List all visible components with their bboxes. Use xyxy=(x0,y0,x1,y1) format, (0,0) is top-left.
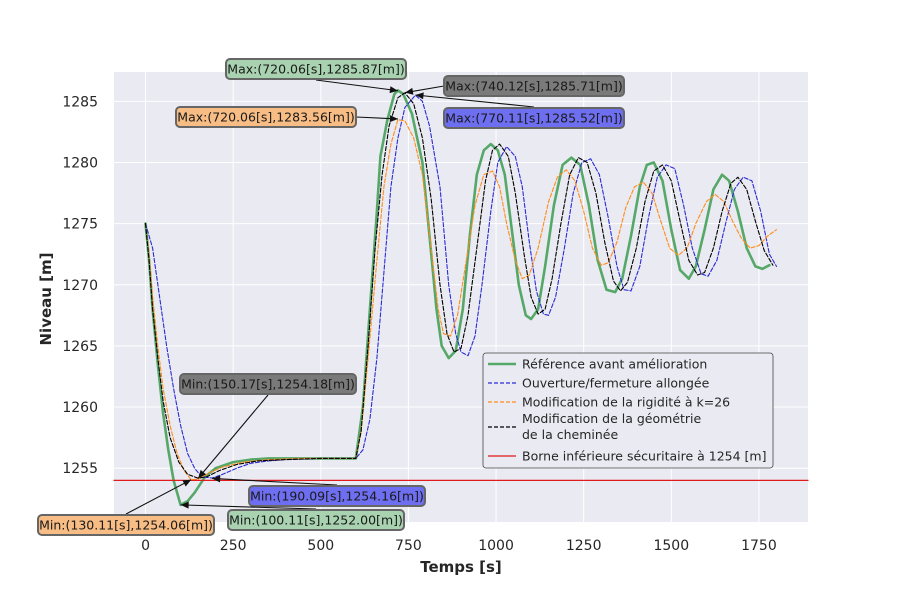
annotation-text: Max:(770.11[s],1285.52[m]) xyxy=(445,111,622,126)
annotation-arrowhead xyxy=(389,115,398,123)
annotation-text: Min:(100.11[s],1252.00[m]) xyxy=(229,513,403,528)
annotation-arrowhead xyxy=(415,92,424,100)
annotation-box xyxy=(179,373,357,395)
annotation-box xyxy=(443,107,625,129)
x-tick-label: 1750 xyxy=(741,538,777,554)
x-tick-label: 1250 xyxy=(566,538,602,554)
annotation-label: Max:(720.06[s],1283.56[m]) xyxy=(175,106,398,128)
legend-label: Référence avant amélioration xyxy=(522,357,707,372)
annotation-arrow xyxy=(212,477,338,486)
annotation-text: Max:(740.12[s],1285.71[m]) xyxy=(445,79,622,94)
annotation-box xyxy=(443,75,625,97)
x-tick-label: 1500 xyxy=(653,538,689,554)
y-tick-label: 1260 xyxy=(62,400,98,416)
x-tick-label: 250 xyxy=(220,538,247,554)
legend-label: de la cheminée xyxy=(522,427,618,442)
y-tick-label: 1270 xyxy=(62,278,98,294)
annotation-arrow xyxy=(197,394,269,479)
annotation-arrowhead xyxy=(180,501,189,509)
y-tick-label: 1265 xyxy=(62,339,98,355)
series-ouverture-line xyxy=(144,94,778,479)
annotations: Max:(720.06[s],1285.87[m]) Max:(740.12[s]… xyxy=(37,58,625,536)
series-lines xyxy=(113,89,809,507)
annotation-arrowhead xyxy=(198,469,207,479)
series-reference-line xyxy=(144,89,771,507)
legend-box xyxy=(482,352,774,469)
legend-label: Borne inférieure sécuritaire à 1254 [m] xyxy=(522,449,767,464)
series-rigidite-line xyxy=(144,119,778,481)
annotation-text: Min:(130.11[s],1254.06[m]) xyxy=(39,518,213,533)
annotation-arrow xyxy=(125,479,192,515)
annotation-arrowhead xyxy=(212,475,221,483)
annotation-label: Max:(720.06[s],1285.87[m]) xyxy=(225,58,407,94)
legend-label: Modification de la rigidité à k=26 xyxy=(522,395,730,410)
y-tick-labels: 1255 1260 1265 1270 1275 1280 1285 xyxy=(62,94,98,477)
x-tick-label: 500 xyxy=(307,538,334,554)
series-geometrie-line xyxy=(144,92,774,479)
x-tick-label: 1000 xyxy=(478,538,514,554)
x-tick-label: 0 xyxy=(141,538,150,554)
annotation-arrow xyxy=(415,94,535,108)
legend-label: Modification de la géométrie xyxy=(522,411,702,426)
annotation-label: Min:(100.11[s],1252.00[m]) xyxy=(180,501,405,531)
annotation-arrow xyxy=(315,79,399,92)
annotation-text: Max:(720.06[s],1285.87[m]) xyxy=(227,62,404,77)
annotation-label: Min:(150.17[s],1254.18[m]) xyxy=(179,373,357,479)
annotation-box xyxy=(37,514,215,536)
annotation-box xyxy=(225,58,407,80)
annotation-arrowhead xyxy=(182,479,192,487)
annotation-box xyxy=(227,509,405,531)
x-tick-labels: 0 250 500 750 1000 1250 1500 1750 xyxy=(141,538,777,554)
annotation-text: Max:(720.06[s],1283.56[m]) xyxy=(177,110,354,125)
legend-label: Ouverture/fermeture allongée xyxy=(522,376,710,391)
annotation-text: Min:(150.17[s],1254.18[m]) xyxy=(181,377,355,392)
annotation-box xyxy=(175,106,357,128)
legend: Référence avant amélioration Ouverture/fe… xyxy=(482,352,774,469)
annotation-arrowhead xyxy=(404,87,414,95)
x-tick-label: 750 xyxy=(395,538,422,554)
annotation-text: Min:(190.09[s],1254.16[m]) xyxy=(250,489,424,504)
y-tick-label: 1275 xyxy=(62,217,98,233)
annotation-label: Max:(740.12[s],1285.71[m]) xyxy=(404,75,625,97)
y-axis-title: Niveau [m] xyxy=(37,252,55,345)
y-tick-label: 1255 xyxy=(62,461,98,477)
annotation-label: Min:(130.11[s],1254.06[m]) xyxy=(37,479,215,536)
y-tick-label: 1280 xyxy=(62,155,98,171)
annotation-label: Max:(770.11[s],1285.52[m]) xyxy=(415,92,625,129)
annotation-box xyxy=(248,485,426,507)
annotation-arrowhead xyxy=(389,86,398,94)
annotation-label: Min:(190.09[s],1254.16[m]) xyxy=(212,475,426,507)
annotation-arrow xyxy=(180,504,317,510)
y-tick-label: 1285 xyxy=(62,94,98,110)
x-axis-title: Temps [s] xyxy=(420,558,502,576)
